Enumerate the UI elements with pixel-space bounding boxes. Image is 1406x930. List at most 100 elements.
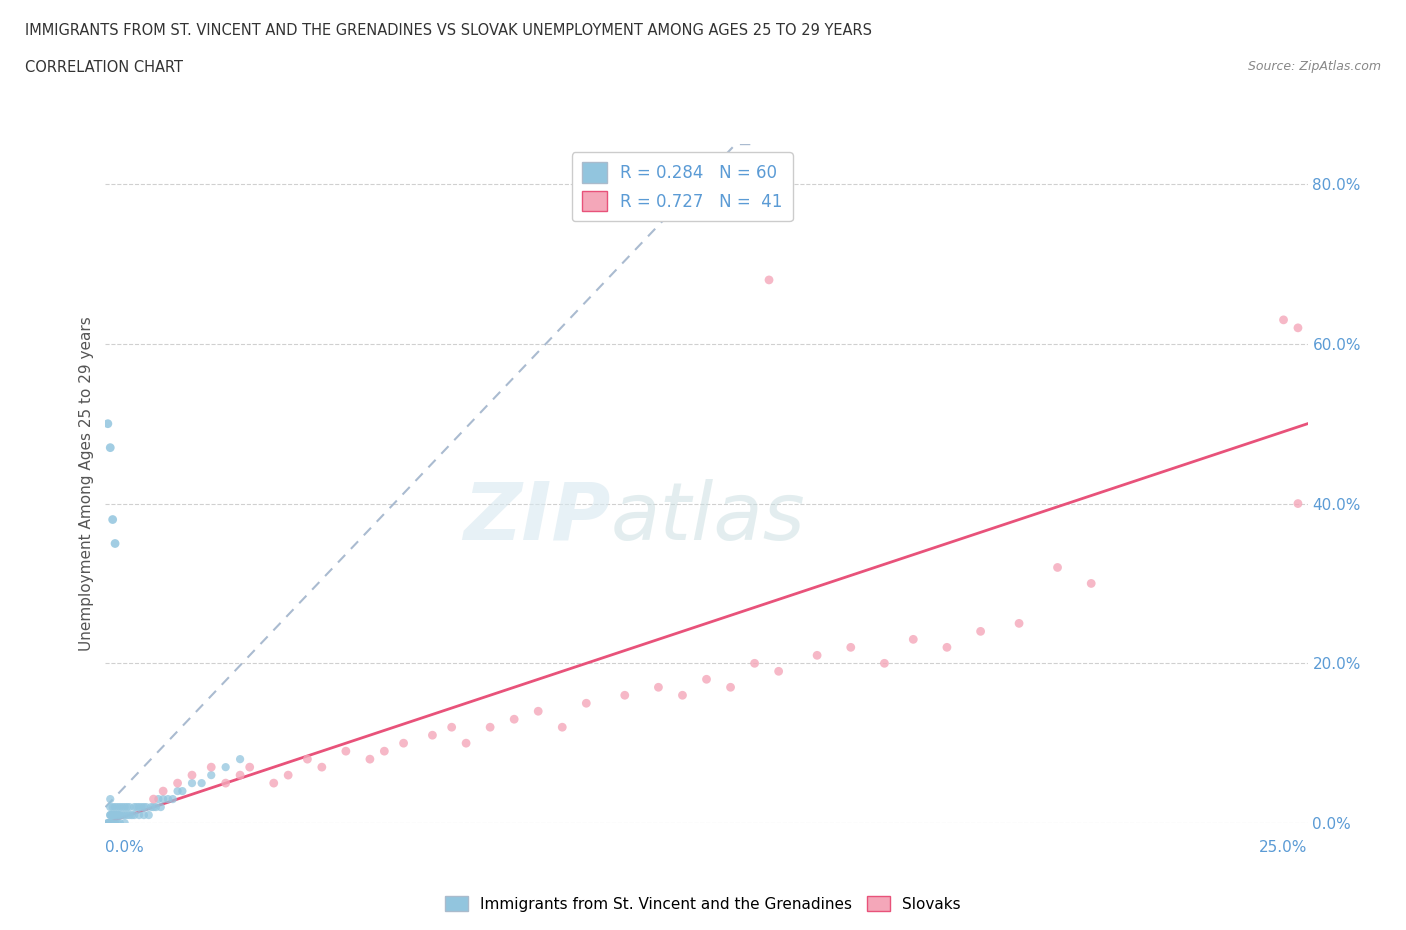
Point [181, 767, 204, 782]
Point [190, 776, 212, 790]
Point [142, 791, 165, 806]
Text: Source: ZipAtlas.com: Source: ZipAtlas.com [1247, 60, 1381, 73]
Point [1046, 560, 1069, 575]
Point [97, 417, 120, 432]
Point [277, 767, 299, 782]
Point [118, 800, 141, 815]
Point [98, 807, 121, 822]
Point [98, 800, 121, 815]
Text: IMMIGRANTS FROM ST. VINCENT AND THE GRENADINES VS SLOVAK UNEMPLOYMENT AMONG AGES: IMMIGRANTS FROM ST. VINCENT AND THE GREN… [25, 23, 872, 38]
Point [139, 800, 162, 815]
Point [551, 720, 574, 735]
Point [121, 807, 143, 822]
Point [613, 688, 636, 703]
Point [969, 624, 991, 639]
Point [479, 720, 502, 735]
Text: CORRELATION CHART: CORRELATION CHART [25, 60, 183, 75]
Point [98, 807, 121, 822]
Point [98, 816, 121, 830]
Point [115, 800, 138, 815]
Point [392, 736, 415, 751]
Point [104, 536, 127, 551]
Point [131, 800, 153, 815]
Point [145, 800, 167, 815]
Point [214, 776, 236, 790]
Point [97, 816, 120, 830]
Point [132, 800, 155, 815]
Point [101, 512, 124, 527]
Point [132, 807, 155, 822]
Legend: Immigrants from St. Vincent and the Grenadines, Slovaks: Immigrants from St. Vincent and the Gren… [439, 889, 967, 918]
Point [152, 784, 174, 799]
Point [229, 767, 252, 782]
Point [105, 807, 128, 822]
Point [503, 711, 526, 726]
Point [311, 760, 333, 775]
Point [124, 800, 146, 815]
Point [1272, 312, 1295, 327]
Point [744, 656, 766, 671]
Point [101, 807, 124, 822]
Point [263, 776, 285, 790]
Point [181, 776, 204, 790]
Point [114, 816, 136, 830]
Point [138, 807, 160, 822]
Point [373, 744, 395, 759]
Point [108, 816, 131, 830]
Point [98, 816, 121, 830]
Point [671, 688, 693, 703]
Point [440, 720, 463, 735]
Y-axis label: Unemployment Among Ages 25 to 29 years: Unemployment Among Ages 25 to 29 years [79, 316, 94, 651]
Point [114, 800, 136, 815]
Point [97, 816, 120, 830]
Point [108, 800, 131, 815]
Point [768, 664, 790, 679]
Point [162, 791, 184, 806]
Point [107, 816, 129, 830]
Point [100, 807, 122, 822]
Point [359, 751, 381, 766]
Point [696, 671, 718, 686]
Point [124, 807, 146, 822]
Point [527, 704, 550, 719]
Point [647, 680, 669, 695]
Point [107, 800, 129, 815]
Point [152, 791, 174, 806]
Point [125, 800, 148, 815]
Point [108, 807, 131, 822]
Text: atlas: atlas [610, 479, 806, 556]
Point [172, 784, 194, 799]
Point [101, 800, 124, 815]
Point [111, 807, 134, 822]
Point [142, 800, 165, 815]
Point [297, 751, 319, 766]
Point [166, 784, 188, 799]
Point [806, 648, 828, 663]
Point [128, 800, 150, 815]
Point [839, 640, 862, 655]
Point [166, 776, 188, 790]
Point [1008, 616, 1031, 631]
Point [104, 807, 127, 822]
Point [148, 791, 170, 806]
Point [149, 800, 172, 815]
Point [98, 440, 121, 455]
Point [156, 791, 179, 806]
Point [239, 760, 262, 775]
Point [214, 760, 236, 775]
Point [454, 736, 477, 751]
Point [107, 807, 129, 822]
Text: ZIP: ZIP [463, 479, 610, 556]
Point [335, 744, 357, 759]
Point [118, 807, 141, 822]
Point [100, 816, 122, 830]
Point [135, 800, 157, 815]
Point [758, 272, 780, 287]
Point [1080, 576, 1102, 591]
Legend: R = 0.284   N = 60, R = 0.727   N =  41: R = 0.284 N = 60, R = 0.727 N = 41 [572, 153, 793, 221]
Point [104, 800, 127, 815]
Point [229, 751, 252, 766]
Point [720, 680, 742, 695]
Point [101, 816, 124, 830]
Point [104, 816, 127, 830]
